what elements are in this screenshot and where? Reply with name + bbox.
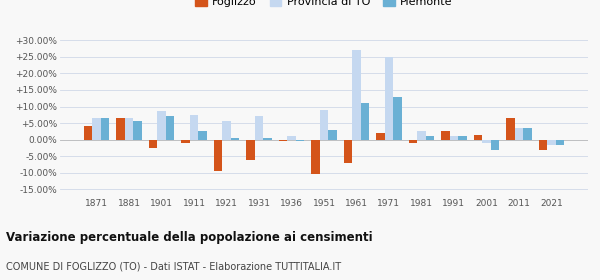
- Bar: [506, 118, 515, 140]
- Bar: [287, 136, 296, 140]
- Bar: [101, 118, 109, 140]
- Bar: [247, 140, 255, 160]
- Bar: [515, 128, 523, 140]
- Bar: [385, 57, 393, 140]
- Bar: [255, 116, 263, 140]
- Bar: [344, 140, 352, 163]
- Bar: [328, 130, 337, 140]
- Bar: [166, 116, 174, 140]
- Bar: [133, 122, 142, 140]
- Bar: [311, 140, 320, 174]
- Bar: [92, 118, 101, 140]
- Text: Variazione percentuale della popolazione ai censimenti: Variazione percentuale della popolazione…: [6, 231, 373, 244]
- Bar: [458, 136, 467, 140]
- Bar: [116, 118, 125, 140]
- Bar: [474, 135, 482, 140]
- Bar: [296, 140, 304, 141]
- Bar: [231, 138, 239, 140]
- Bar: [84, 126, 92, 140]
- Bar: [556, 140, 564, 145]
- Bar: [409, 140, 417, 143]
- Bar: [320, 110, 328, 140]
- Bar: [190, 115, 199, 140]
- Bar: [491, 140, 499, 150]
- Text: COMUNE DI FOGLIZZO (TO) - Dati ISTAT - Elaborazione TUTTITALIA.IT: COMUNE DI FOGLIZZO (TO) - Dati ISTAT - E…: [6, 262, 341, 272]
- Legend: Foglizzo, Provincia di TO, Piemonte: Foglizzo, Provincia di TO, Piemonte: [193, 0, 455, 9]
- Bar: [482, 140, 491, 143]
- Bar: [125, 118, 133, 140]
- Bar: [214, 140, 223, 171]
- Bar: [393, 97, 401, 140]
- Bar: [547, 140, 556, 145]
- Bar: [449, 136, 458, 140]
- Bar: [361, 103, 369, 140]
- Bar: [425, 136, 434, 140]
- Bar: [199, 131, 207, 140]
- Bar: [539, 140, 547, 150]
- Bar: [441, 131, 449, 140]
- Bar: [223, 122, 231, 140]
- Bar: [149, 140, 157, 148]
- Bar: [523, 128, 532, 140]
- Bar: [352, 50, 361, 140]
- Bar: [263, 138, 272, 140]
- Bar: [417, 131, 425, 140]
- Bar: [376, 133, 385, 140]
- Bar: [157, 111, 166, 140]
- Bar: [181, 140, 190, 143]
- Bar: [279, 140, 287, 141]
